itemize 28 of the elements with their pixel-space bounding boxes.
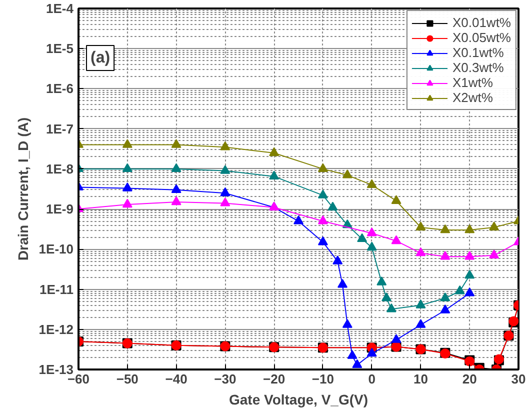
- x-tick-label: −50: [116, 372, 138, 386]
- y-tick-label: 1E-11: [40, 282, 74, 297]
- legend-label: X2wt%: [452, 90, 493, 105]
- x-tick-label: −20: [263, 372, 286, 386]
- legend-label: X0.1wt%: [452, 45, 504, 60]
- y-tick-label: 1E-5: [46, 41, 74, 56]
- x-tick-label: 10: [413, 372, 428, 386]
- y-tick-label: 1E-10: [38, 242, 74, 257]
- legend-label: X1wt%: [452, 75, 493, 90]
- x-tick-label: −30: [214, 372, 236, 386]
- x-tick-label: −10: [312, 372, 334, 386]
- y-tick-label: 1E-13: [38, 362, 74, 377]
- y-tick-label: 1E-9: [46, 202, 74, 217]
- x-tick-label: 0: [368, 372, 376, 386]
- y-tick-label: 1E-7: [46, 121, 74, 136]
- legend-label: X0.3wt%: [452, 60, 504, 75]
- y-axis-title: Drain Current, I_D (A): [14, 117, 31, 261]
- x-tick-label: 20: [462, 372, 477, 386]
- legend-label: X0.05wt%: [452, 30, 511, 45]
- annotation: (a): [90, 50, 110, 66]
- y-tick-label: 1E-6: [46, 81, 74, 96]
- x-axis-title: Gate Voltage, V_G(V): [229, 392, 368, 408]
- legend-label: X0.01wt%: [452, 15, 511, 30]
- y-tick-label: 1E-8: [46, 161, 74, 176]
- x-tick-label: 30: [511, 372, 526, 386]
- y-tick-label: 1E-12: [38, 322, 74, 337]
- y-tick-label: 1E-4: [46, 1, 74, 16]
- x-tick-label: −40: [165, 372, 188, 386]
